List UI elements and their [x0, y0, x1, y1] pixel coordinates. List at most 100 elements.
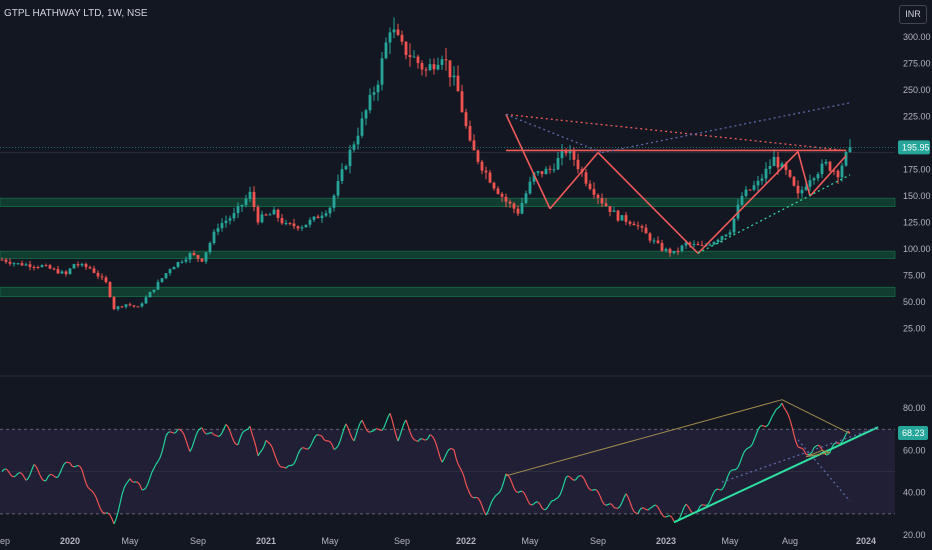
candle-body [576, 159, 580, 170]
price-tick-label: 100.00 [903, 244, 931, 254]
rsi-line-segment [243, 429, 247, 432]
rsi-line-segment [377, 428, 381, 431]
rsi-line-segment [411, 436, 415, 440]
candle-body [676, 250, 680, 252]
candle-body [616, 210, 620, 221]
rsi-line-segment [327, 440, 331, 443]
price-tick-label: 25.00 [903, 324, 926, 334]
rsi-line-segment [39, 474, 43, 480]
rsi-line-segment [833, 442, 837, 445]
rsi-line-segment [815, 444, 819, 447]
candle-body [692, 243, 696, 245]
rsi-line-segment [5, 468, 9, 472]
candle-body [528, 181, 532, 194]
rsi-line-segment [611, 504, 615, 508]
candle-body [36, 266, 40, 268]
rsi-line-segment [729, 469, 733, 473]
rsi-line-segment [631, 507, 635, 512]
candle-body [484, 170, 488, 173]
rsi-line-segment [523, 492, 527, 497]
rsi-line-segment [795, 441, 799, 448]
price-pane [0, 17, 896, 311]
rsi-line-segment [651, 505, 655, 508]
candle-body [840, 165, 844, 178]
rsi-line-segment [697, 506, 701, 511]
rsi-line-segment [737, 462, 741, 468]
rsi-line-segment [727, 471, 731, 477]
candle-body [416, 56, 420, 64]
candle-body [532, 172, 536, 182]
rsi-line-segment [99, 507, 103, 512]
candle-body [584, 172, 588, 184]
candle-body [156, 282, 160, 290]
rsi-line-segment [143, 487, 147, 490]
rsi-line-segment [533, 501, 537, 505]
rsi-line-segment [471, 496, 475, 499]
rsi-line-segment [415, 439, 419, 443]
candle-body [220, 223, 224, 229]
rsi-line-segment [119, 494, 123, 504]
rsi-line-segment [239, 433, 243, 439]
rsi-line-segment [355, 428, 359, 436]
candle-body [332, 195, 336, 208]
rsi-line-segment [235, 443, 239, 446]
candle-body [724, 234, 728, 237]
candle-body [684, 242, 688, 246]
rsi-line-segment [769, 416, 773, 422]
candle-body [760, 178, 764, 181]
candle-body [64, 271, 68, 275]
rsi-line-segment [201, 427, 205, 433]
rsi-line-segment [113, 519, 117, 525]
candle-body [564, 150, 568, 154]
rsi-line-segment [227, 426, 231, 432]
candle-body [720, 236, 724, 240]
candle-body [356, 135, 360, 145]
rsi-line-segment [111, 518, 115, 525]
candle-body [728, 232, 732, 235]
rsi-line-segment [365, 428, 369, 432]
rsi-line-segment [27, 474, 31, 479]
candle-body [180, 261, 184, 263]
rsi-line-segment [193, 435, 197, 442]
candle-body [164, 273, 168, 279]
rsi-line-segment [57, 472, 61, 478]
candle-body [536, 171, 540, 173]
rsi-line-segment [735, 466, 739, 470]
candle-body [444, 59, 448, 61]
candle-body [248, 191, 252, 199]
candle-body [132, 305, 136, 307]
candle-body [72, 264, 76, 269]
rsi-line-segment [413, 438, 417, 442]
rsi-line-segment [381, 427, 385, 431]
rsi-line-segment [97, 502, 101, 509]
rsi-line-segment [171, 431, 175, 434]
rsi-line-segment [147, 477, 151, 484]
time-tick-label: 2021 [256, 536, 276, 546]
candle-body [52, 268, 56, 270]
rsi-line-segment [203, 431, 207, 435]
candle-body [112, 297, 116, 310]
rsi-line-segment [53, 475, 57, 479]
time-tick-label: May [321, 536, 339, 546]
rsi-line-segment [587, 486, 591, 491]
currency-button[interactable]: INR [899, 5, 927, 24]
rsi-line-segment [37, 470, 41, 476]
rsi-line-segment [793, 434, 797, 443]
candle-body [212, 231, 216, 244]
rsi-line-segment [309, 442, 313, 448]
candle-body [244, 198, 248, 205]
rsi-line-segment [625, 493, 629, 498]
rsi-line-segment [443, 454, 447, 460]
rsi-line-segment [373, 428, 377, 432]
rsi-line-segment [67, 461, 71, 464]
rsi-line-segment [237, 438, 241, 446]
candle-body [460, 91, 464, 113]
rsi-line-segment [439, 456, 443, 463]
rsi-line-segment [717, 488, 721, 491]
candle-body [428, 64, 432, 71]
rsi-line-segment [537, 501, 541, 505]
rsi-line-segment [783, 407, 787, 411]
candle-body [464, 112, 468, 127]
rsi-line-segment [603, 503, 607, 506]
rsi-line-segment [759, 424, 763, 427]
